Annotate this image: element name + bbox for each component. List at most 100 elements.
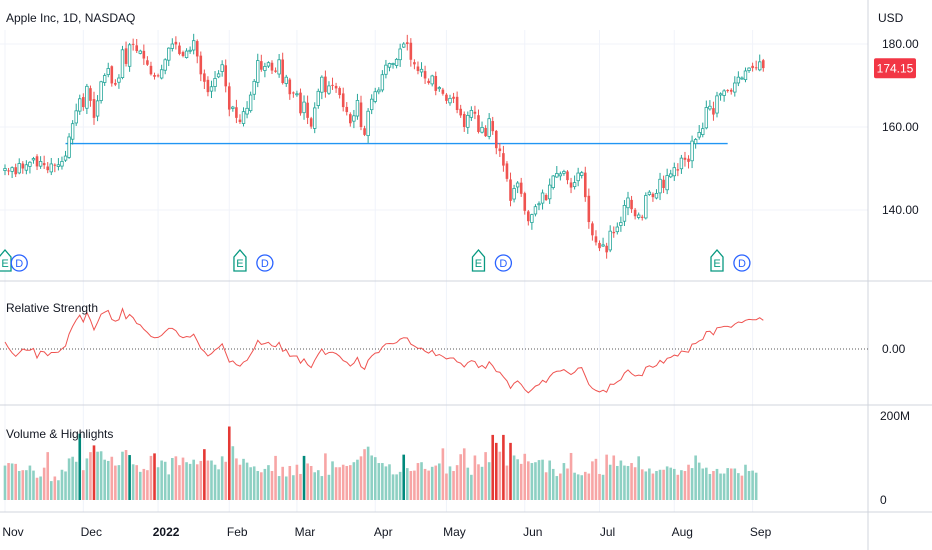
candle-body (120, 49, 125, 78)
volume-bar (60, 469, 64, 500)
volume-bar (605, 454, 608, 500)
earnings-marker-icon[interactable] (471, 249, 486, 272)
volume-bar (327, 474, 331, 500)
time-axis-tick: Nov (2, 525, 23, 539)
volume-bar (235, 458, 238, 500)
volume-bar (445, 473, 448, 500)
candle-body (679, 157, 684, 170)
candle-body (53, 164, 57, 166)
candle-body (156, 75, 160, 77)
volume-bar (260, 472, 263, 500)
volume-bar (441, 448, 445, 500)
volume-bar (224, 461, 228, 500)
event-marker-label: D (499, 258, 507, 270)
volume-bar (203, 449, 206, 500)
volume-bar (537, 460, 541, 500)
candle-body (252, 80, 256, 95)
candle-body (612, 231, 616, 234)
volume-bar (527, 461, 530, 500)
candle-body (216, 73, 221, 78)
time-axis-tick: Feb (227, 525, 248, 539)
candle-body (419, 68, 424, 73)
volume-bar (39, 476, 42, 500)
price-axis[interactable]: 180.00 160.00 140.00 174.15 (874, 37, 919, 217)
candle-body (484, 127, 487, 137)
volume-bar (17, 471, 21, 500)
candle-body (110, 66, 114, 84)
candle-body (21, 163, 25, 169)
event-marker-label: E (1, 258, 8, 270)
volume-bar (509, 442, 512, 500)
volume-bar (338, 467, 341, 500)
candle-body (558, 173, 563, 177)
event-marker-label: D (15, 258, 23, 270)
candle-body (576, 172, 580, 182)
candle-body (701, 128, 705, 135)
volume-bar (227, 426, 231, 500)
volume-bar (523, 453, 527, 500)
volume-bar (14, 463, 17, 500)
volume-bar (512, 455, 516, 500)
candle-body (70, 123, 75, 140)
candle-body (527, 211, 530, 222)
candle-body (515, 182, 520, 188)
volume-bar (185, 462, 188, 500)
volume-bar (245, 462, 249, 500)
volume-bar (206, 460, 210, 500)
time-axis-tick: 2022 (153, 525, 180, 539)
candle-body (345, 106, 349, 113)
candle-body (687, 158, 690, 162)
dividend-marker-icon[interactable] (494, 254, 513, 272)
volume-bar (640, 469, 644, 500)
candle-body (302, 101, 306, 114)
volume-bar (10, 463, 14, 500)
time-axis-tick: Aug (672, 525, 693, 539)
candle-body (63, 155, 68, 161)
candle-body (384, 64, 388, 75)
candle-body (380, 74, 385, 91)
volume-bar (231, 446, 235, 500)
candle-body (469, 110, 474, 118)
candle-body (644, 195, 648, 219)
dividend-marker-icon[interactable] (10, 254, 28, 272)
time-axis[interactable]: Nov Dec 2022 Feb Mar Apr May Jun Jul Aug… (2, 525, 771, 539)
candle-body (163, 59, 167, 71)
relative-strength-series (0, 307, 868, 394)
volume-bar (683, 471, 687, 500)
volume-bar (484, 452, 487, 500)
candle-body (338, 88, 341, 96)
candle-body (195, 41, 199, 57)
candle-body (712, 108, 715, 115)
volume-bar (320, 476, 324, 500)
candle-body (14, 167, 17, 175)
volume-bar (694, 455, 697, 500)
volume-bar (96, 451, 99, 500)
volume-bar (705, 467, 708, 500)
candle-body (31, 158, 36, 161)
candle-body (124, 48, 128, 64)
volume-bar (370, 455, 373, 500)
price-axis-tick: 160.00 (882, 120, 919, 134)
candle-body (206, 79, 210, 93)
volume-bar (331, 461, 334, 500)
candle-body (188, 49, 192, 52)
volume-bar (306, 463, 309, 500)
volume-bar (751, 470, 754, 500)
earnings-marker-icon[interactable] (233, 249, 247, 272)
candle-body (92, 99, 96, 118)
earnings-marker-icon[interactable] (710, 249, 724, 272)
candle-body (227, 86, 231, 110)
candle-body (142, 50, 146, 59)
dividend-marker-icon[interactable] (733, 254, 751, 272)
candle-body (56, 164, 61, 167)
candle-body (608, 230, 612, 251)
volume-bar (316, 470, 320, 500)
volume-bar (160, 460, 163, 500)
volume-bar (637, 456, 640, 500)
volume-bar (398, 471, 402, 500)
candle-body (427, 80, 430, 84)
dividend-marker-icon[interactable] (256, 254, 274, 272)
volume-bar (395, 474, 398, 500)
